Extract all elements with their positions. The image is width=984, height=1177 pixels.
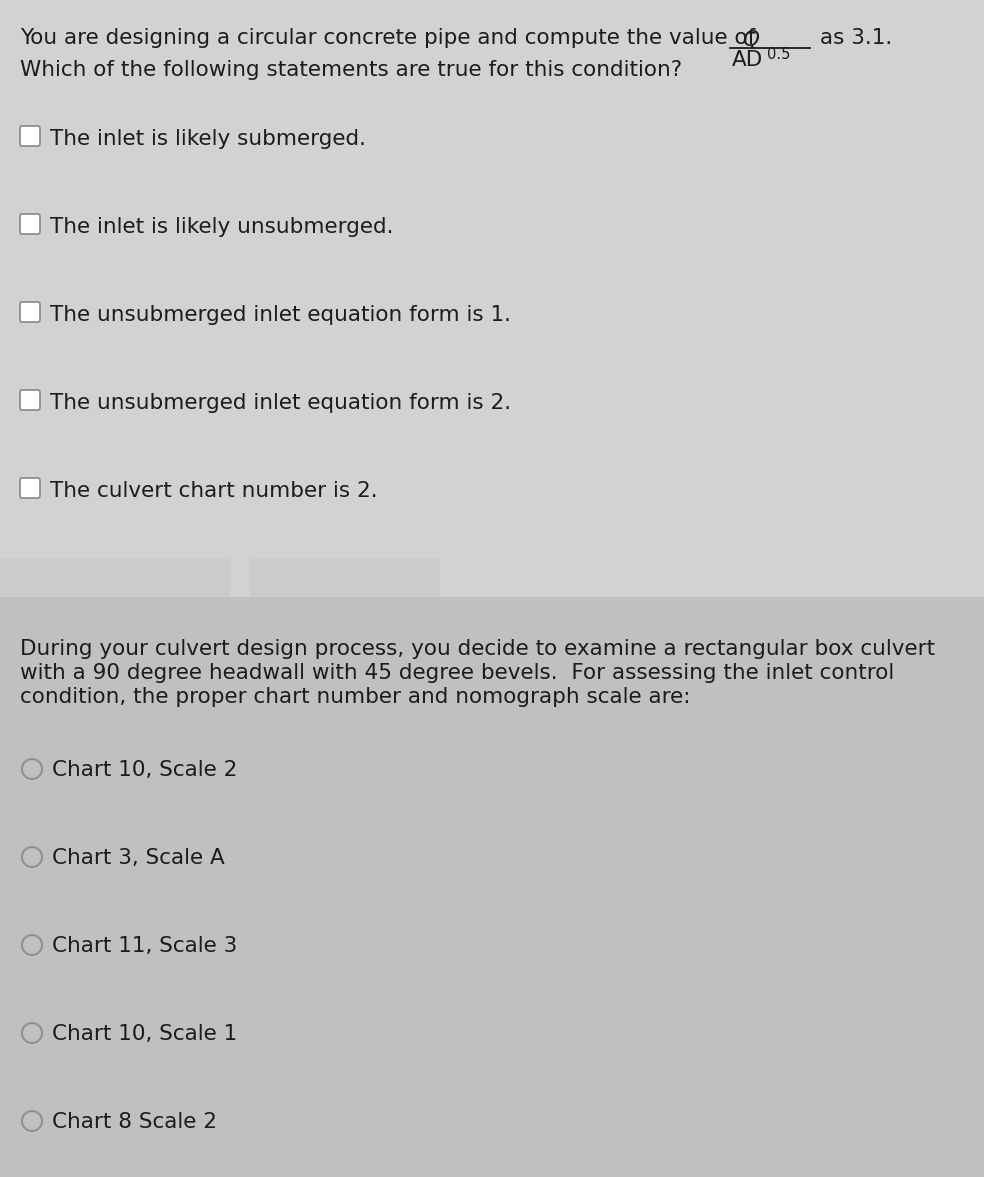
FancyBboxPatch shape xyxy=(20,390,40,410)
Bar xyxy=(0,0,984,597)
Text: Chart 3, Scale A: Chart 3, Scale A xyxy=(52,847,224,867)
Text: The unsubmerged inlet equation form is 1.: The unsubmerged inlet equation form is 1… xyxy=(50,305,511,325)
Text: as 3.1.: as 3.1. xyxy=(820,28,892,48)
Text: Chart 8 Scale 2: Chart 8 Scale 2 xyxy=(52,1112,217,1132)
Text: Chart 11, Scale 3: Chart 11, Scale 3 xyxy=(52,936,237,956)
FancyBboxPatch shape xyxy=(20,478,40,498)
Text: Which of the following statements are true for this condition?: Which of the following statements are tr… xyxy=(20,60,682,80)
FancyBboxPatch shape xyxy=(20,302,40,322)
Text: The inlet is likely submerged.: The inlet is likely submerged. xyxy=(50,129,366,149)
Text: During your culvert design process, you decide to examine a rectangular box culv: During your culvert design process, you … xyxy=(20,639,935,659)
Bar xyxy=(0,559,230,597)
FancyBboxPatch shape xyxy=(20,126,40,146)
Text: Chart 10, Scale 1: Chart 10, Scale 1 xyxy=(52,1024,237,1044)
Text: You are designing a circular concrete pipe and compute the value of: You are designing a circular concrete pi… xyxy=(20,28,756,48)
Bar xyxy=(0,597,984,1177)
Text: AD: AD xyxy=(732,49,764,69)
Text: Q: Q xyxy=(742,29,759,49)
Text: condition, the proper chart number and nomograph scale are:: condition, the proper chart number and n… xyxy=(20,687,691,707)
Text: The inlet is likely unsubmerged.: The inlet is likely unsubmerged. xyxy=(50,217,394,237)
FancyBboxPatch shape xyxy=(20,214,40,234)
Text: The culvert chart number is 2.: The culvert chart number is 2. xyxy=(50,481,378,501)
Text: Chart 10, Scale 2: Chart 10, Scale 2 xyxy=(52,760,237,780)
Bar xyxy=(250,559,440,597)
Text: 0.5: 0.5 xyxy=(767,47,790,62)
Text: The unsubmerged inlet equation form is 2.: The unsubmerged inlet equation form is 2… xyxy=(50,393,511,413)
Text: with a 90 degree headwall with 45 degree bevels.  For assessing the inlet contro: with a 90 degree headwall with 45 degree… xyxy=(20,663,894,683)
